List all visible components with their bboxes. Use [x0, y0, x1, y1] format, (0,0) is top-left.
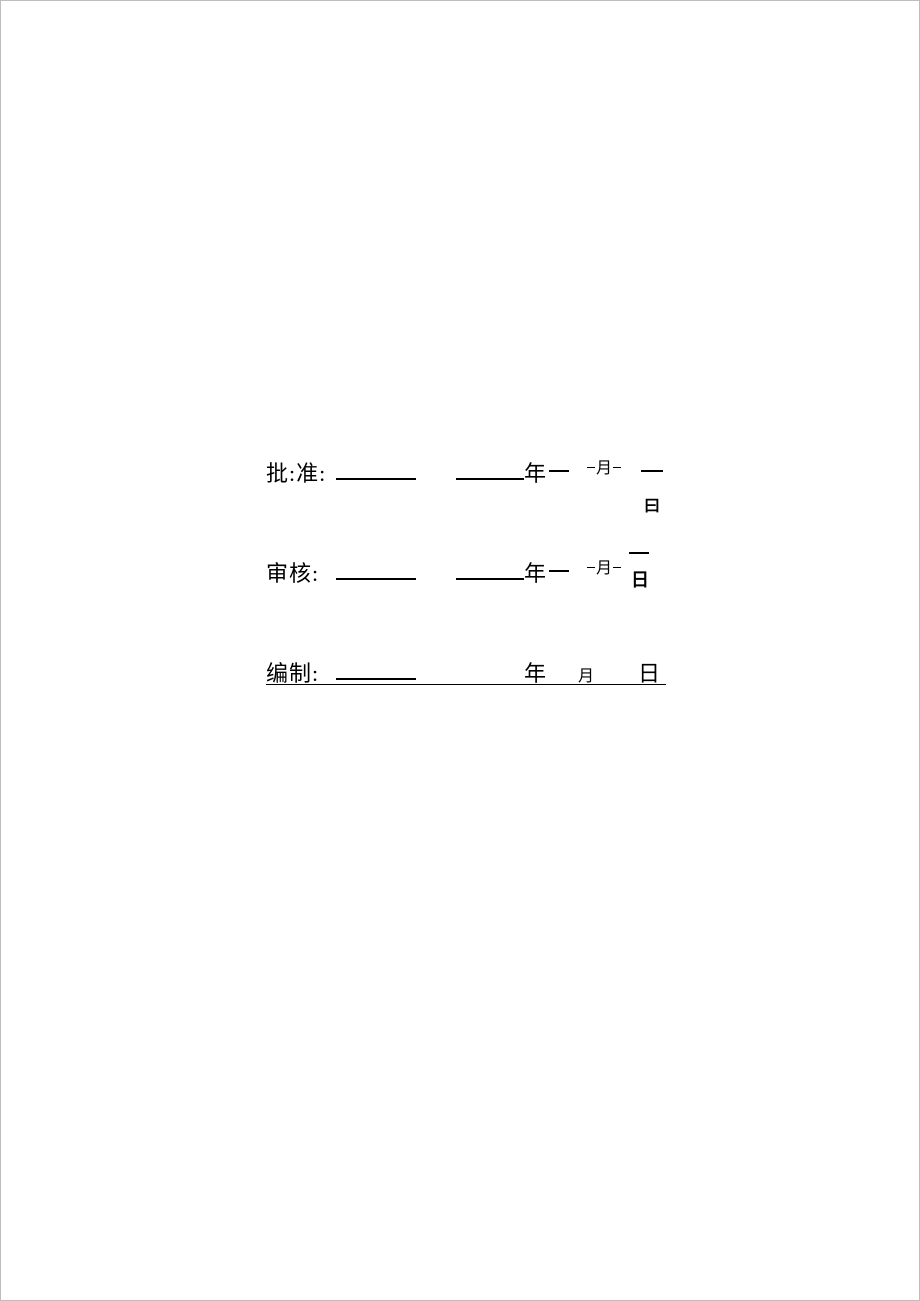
dash-icon	[629, 552, 649, 554]
dash-icon	[549, 570, 569, 572]
document-page: 批:准: 年 月 曰 审核: 年 月 日 编制:	[0, 0, 920, 1301]
review-row: 审核: 年 月 日	[266, 556, 726, 656]
signature-blank[interactable]	[336, 678, 416, 680]
compile-row: 编制: 年 月 日	[266, 656, 726, 704]
day-unit: 曰	[644, 492, 659, 516]
month-unit: 月	[578, 662, 594, 686]
dash-icon	[613, 567, 621, 568]
approval-row: 批:准: 年 月 曰	[266, 456, 726, 556]
approval-block: 批:准: 年 月 曰 审核: 年 月 日 编制:	[266, 456, 726, 704]
year-unit: 年	[524, 456, 546, 488]
year-blank[interactable]	[456, 478, 524, 480]
dash-icon	[613, 467, 621, 468]
dash-icon	[549, 470, 569, 472]
bottom-underline	[266, 684, 666, 685]
month-unit: 月	[596, 454, 612, 478]
year-unit: 年	[524, 556, 546, 588]
signature-blank[interactable]	[336, 478, 416, 480]
dash-icon	[641, 470, 663, 472]
month-unit: 月	[596, 554, 612, 578]
signature-blank[interactable]	[336, 578, 416, 580]
year-blank[interactable]	[456, 578, 524, 580]
dash-icon	[587, 467, 595, 468]
approval-label: 批:准:	[266, 456, 326, 488]
review-label: 审核:	[266, 556, 319, 588]
dash-icon	[587, 567, 595, 568]
day-unit: 日	[631, 566, 648, 592]
